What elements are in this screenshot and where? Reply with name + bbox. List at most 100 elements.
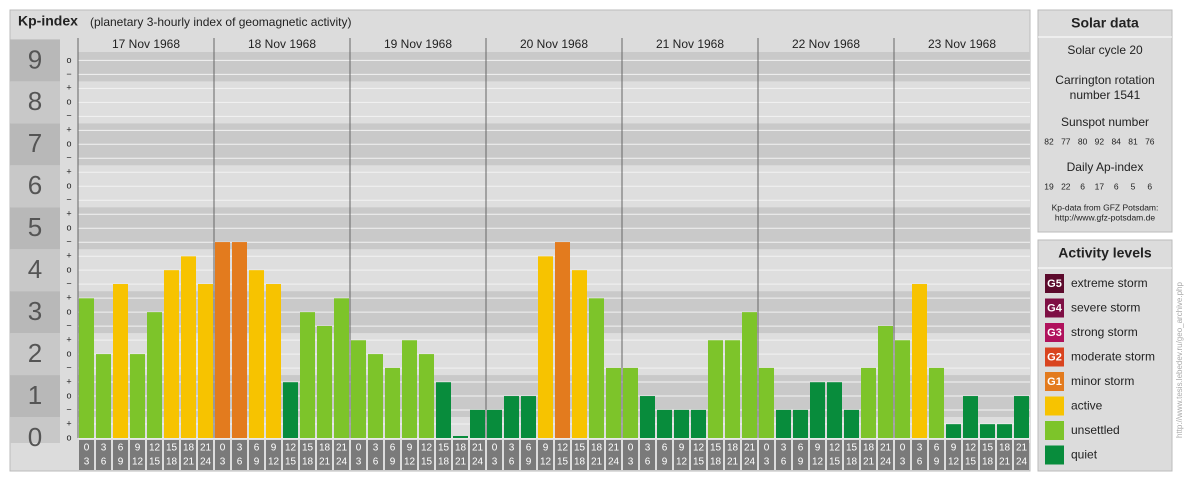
solar-text: Kp-data from GFZ Potsdam: [1052, 202, 1159, 212]
interval-box [470, 440, 485, 470]
interval-label: 12 [812, 457, 824, 468]
interval-label: 12 [285, 443, 297, 454]
legend-swatch [1045, 445, 1064, 465]
bar [912, 284, 927, 438]
y-sub-label: + [66, 83, 71, 93]
interval-box [521, 440, 536, 470]
bar [776, 409, 791, 438]
y-tick-label: 1 [28, 380, 42, 410]
bar [725, 340, 740, 438]
interval-label: 0 [764, 443, 770, 454]
bar [113, 284, 128, 438]
interval-box [861, 440, 876, 470]
day-label: 17 Nov 1968 [112, 37, 180, 51]
bar [640, 396, 655, 438]
y-sub-label: o [66, 348, 71, 358]
interval-label: 18 [302, 457, 314, 468]
day-label: 18 Nov 1968 [248, 37, 316, 51]
legend-swatch [1045, 347, 1064, 367]
bar [793, 409, 808, 438]
interval-label: 18 [591, 443, 603, 454]
interval-label: 12 [693, 443, 705, 454]
interval-label: 6 [934, 443, 940, 454]
interval-label: 9 [271, 443, 277, 454]
solar-text: Sunspot number [1061, 115, 1149, 129]
legend-code: G4 [1047, 302, 1063, 314]
solar-number: 81 [1128, 136, 1138, 146]
legend-label: quiet [1071, 448, 1098, 462]
interval-label: 6 [509, 457, 515, 468]
interval-label: 6 [237, 457, 243, 468]
legend-code: G5 [1047, 278, 1062, 290]
solar-text: number 1541 [1070, 88, 1141, 102]
interval-label: 12 [268, 457, 280, 468]
interval-label: 18 [727, 443, 739, 454]
bar [589, 298, 604, 438]
legend-code: G2 [1047, 351, 1062, 363]
interval-label: 0 [356, 443, 362, 454]
y-sub-label: − [66, 237, 71, 247]
y-label-band [10, 123, 60, 166]
interval-box [657, 440, 672, 470]
y-sub-label: − [66, 111, 71, 121]
y-sub-label: + [66, 209, 71, 219]
interval-label: 12 [404, 457, 416, 468]
bar [453, 436, 468, 438]
interval-box [249, 440, 264, 470]
interval-box [334, 440, 349, 470]
solar-number: 84 [1111, 136, 1121, 146]
interval-box [419, 440, 434, 470]
interval-label: 9 [526, 457, 532, 468]
bar [317, 325, 332, 438]
y-tick-label: 2 [28, 338, 42, 368]
interval-label: 15 [557, 457, 569, 468]
y-sub-label: − [66, 320, 71, 330]
interval-label: 3 [84, 457, 90, 468]
interval-label: 3 [101, 443, 107, 454]
legend-code: G1 [1047, 376, 1062, 388]
legend-swatch [1045, 323, 1064, 342]
interval-box [113, 440, 128, 470]
interval-box [606, 440, 621, 470]
bar [555, 242, 570, 438]
interval-box [351, 440, 366, 470]
legend-swatch [1045, 396, 1064, 416]
y-label-band [10, 417, 60, 443]
interval-label: 9 [662, 457, 668, 468]
bar [402, 340, 417, 438]
interval-box [793, 440, 808, 470]
interval-label: 6 [526, 443, 532, 454]
bar [487, 409, 502, 438]
interval-label: 12 [132, 457, 144, 468]
y-tick-label: 8 [28, 86, 42, 116]
interval-box [436, 440, 451, 470]
bar [606, 367, 621, 438]
y-sub-label: o [66, 181, 71, 191]
interval-box [623, 440, 638, 470]
solar-number: 77 [1061, 136, 1071, 146]
interval-label: 18 [846, 457, 858, 468]
bar [368, 354, 383, 438]
y-label-band [10, 165, 60, 208]
legend-code: G3 [1047, 327, 1062, 339]
interval-label: 6 [101, 457, 107, 468]
interval-box [402, 440, 417, 470]
interval-box [555, 440, 570, 470]
interval-label: 3 [356, 457, 362, 468]
y-tick-label: 0 [28, 422, 42, 452]
bar [249, 270, 264, 438]
interval-label: 6 [781, 457, 787, 468]
bar [742, 312, 757, 438]
bar [538, 256, 553, 438]
interval-label: 3 [781, 443, 787, 454]
interval-label: 6 [390, 443, 396, 454]
interval-box [776, 440, 791, 470]
interval-label: 18 [982, 457, 994, 468]
bar [827, 382, 842, 438]
legend-swatch [1045, 372, 1064, 391]
interval-box [368, 440, 383, 470]
chart-subtitle: (planetary 3-hourly index of geomagnetic… [90, 15, 351, 29]
interval-label: 15 [302, 443, 314, 454]
bar [674, 409, 689, 438]
interval-label: 3 [917, 443, 923, 454]
